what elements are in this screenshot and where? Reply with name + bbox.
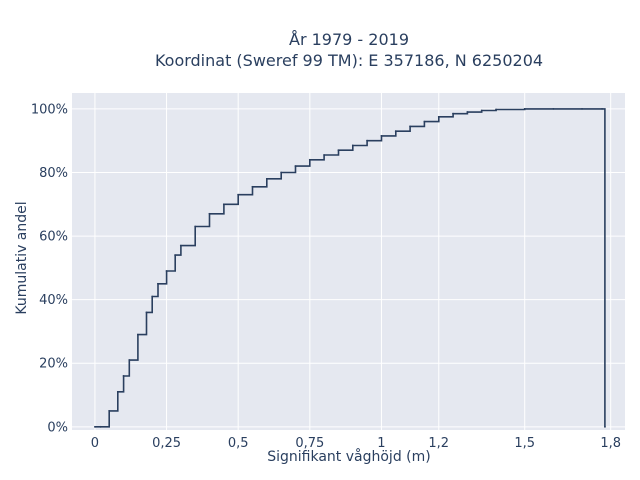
cdf-point [581, 107, 583, 110]
x-axis-ticks: 0 0,25 0,5 0,75 1 1,2 1,5 1,8 [91, 436, 621, 451]
cdf-point [380, 135, 383, 137]
cdf-point [366, 139, 369, 142]
cdf-point [179, 244, 182, 247]
x-axis-title: Signifikant våghöjd (m) [267, 448, 430, 465]
cdf-point [337, 149, 340, 152]
cdf-point [601, 107, 603, 110]
cdf-point [394, 130, 397, 133]
cdf-point [294, 165, 297, 168]
y-tick-label: 100% [31, 102, 68, 117]
cdf-point [323, 154, 326, 156]
cdf-point [194, 225, 197, 228]
cdf-point [495, 108, 497, 111]
cdf-point [237, 193, 240, 196]
y-axis-ticks: 0% 20% 40% 60% 80% 100% [31, 102, 68, 435]
x-tick-label: 1,2 [428, 436, 449, 451]
cdf-point [116, 390, 119, 393]
cdf-point [423, 120, 426, 123]
cdf-point [265, 177, 268, 180]
series-layer [94, 107, 606, 428]
x-tick-label: 1 [377, 436, 385, 451]
y-tick-label: 80% [39, 166, 68, 181]
cdf-point [137, 333, 139, 336]
cdf-point [157, 282, 159, 285]
chart-title: År 1979 - 2019 [289, 30, 409, 49]
y-tick-label: 40% [39, 293, 68, 308]
cdf-point [308, 158, 311, 161]
cdf-point [452, 112, 454, 115]
y-tick-label: 0% [47, 420, 68, 435]
cdf-point [437, 115, 440, 118]
cdf-point [208, 212, 211, 215]
cdf-point [165, 270, 168, 272]
cdf-point [409, 125, 412, 128]
cdf-point [128, 359, 131, 361]
cdf-point [94, 425, 96, 428]
cdf-point [280, 171, 283, 174]
y-tick-label: 20% [39, 357, 68, 372]
cdf-point [145, 311, 148, 314]
plot-area [72, 93, 625, 430]
cdf-point [480, 109, 483, 112]
y-axis-title: Kumulativ andel [14, 201, 30, 314]
cdf-point [251, 185, 254, 188]
x-tick-label: 0 [91, 436, 99, 451]
x-tick-label: 1,8 [600, 436, 621, 451]
cdf-point [466, 111, 469, 113]
cdf-point [108, 410, 111, 412]
cdf-point [122, 375, 125, 377]
cdf-point [552, 107, 555, 110]
cdf-point [604, 425, 606, 428]
cdf-point [351, 144, 354, 147]
chart-subtitle: Koordinat (Sweref 99 TM): E 357186, N 62… [155, 51, 543, 70]
x-tick-label: 0,25 [152, 436, 181, 451]
cdf-point [151, 295, 154, 298]
cdf-point [222, 203, 225, 206]
x-tick-label: 0,5 [228, 436, 249, 451]
cdf-point [99, 425, 102, 428]
cdf-point [174, 254, 177, 257]
y-tick-label: 60% [39, 230, 68, 245]
x-tick-label: 1,5 [514, 436, 535, 451]
x-tick-label: 0,75 [295, 436, 324, 451]
cdf-point [523, 107, 526, 110]
